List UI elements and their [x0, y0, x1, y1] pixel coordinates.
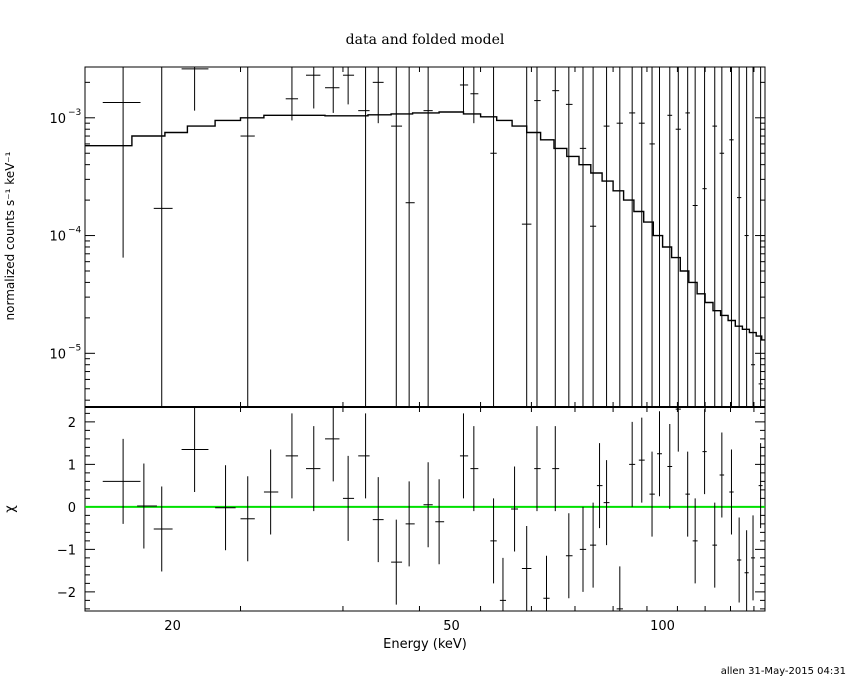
- footer-timestamp: allen 31-May-2015 04:31: [721, 666, 846, 677]
- bottom-y-tick-label: −2: [57, 586, 76, 601]
- top-y-tick-label: 10: [49, 230, 66, 245]
- top-y-tick-exponent: −5: [68, 343, 81, 353]
- top-y-tick-label: 10: [49, 112, 66, 127]
- bottom-y-tick-label: 1: [68, 458, 76, 473]
- top-y-tick-exponent: −3: [68, 108, 81, 118]
- x-tick-label: 50: [443, 619, 460, 634]
- bottom-y-tick-label: 2: [68, 416, 76, 431]
- x-tick-label: 100: [650, 619, 675, 634]
- top-y-tick-exponent: −4: [68, 226, 82, 236]
- top-y-tick-label: 10: [49, 347, 66, 362]
- model-step-line: [85, 111, 765, 341]
- top-y-axis-label: normalized counts s⁻¹ keV⁻¹: [3, 151, 17, 320]
- bottom-y-tick-label: −1: [57, 543, 76, 558]
- bottom-y-axis-label: χ: [3, 505, 18, 513]
- chart-title: data and folded model: [346, 32, 505, 48]
- bottom-y-tick-label: 0: [68, 501, 76, 516]
- x-tick-label: 20: [164, 619, 181, 634]
- x-axis-label: Energy (keV): [383, 637, 467, 652]
